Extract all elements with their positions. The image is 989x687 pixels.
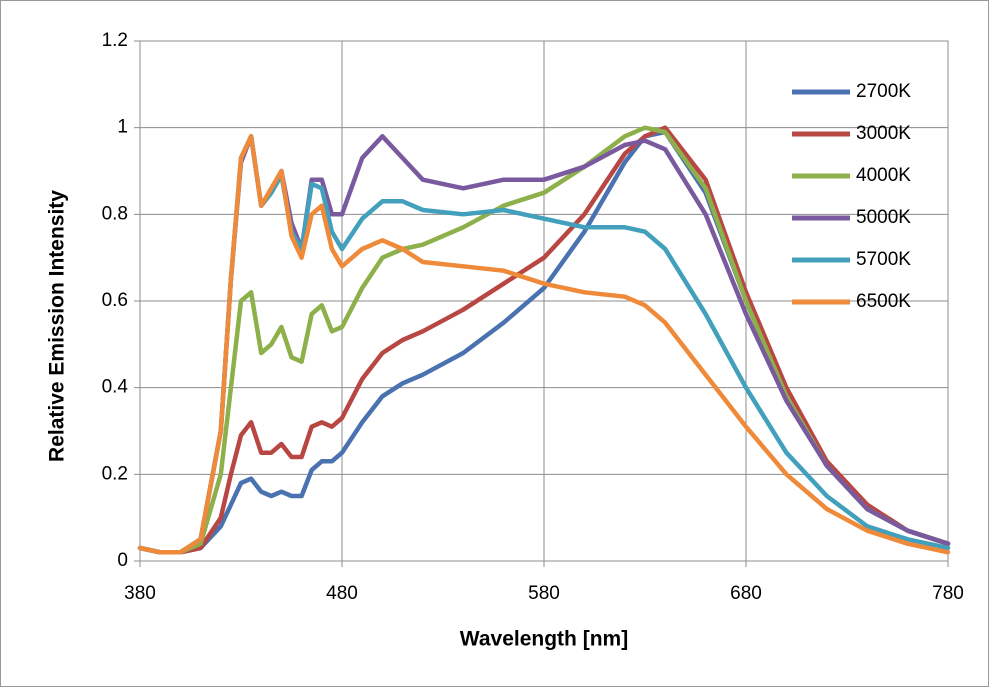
x-tick-label: 680 (730, 583, 762, 604)
x-tick-label: 380 (124, 583, 156, 604)
y-tick-label: 0 (117, 550, 128, 571)
x-tick-label: 480 (326, 583, 358, 604)
legend-label: 2700K (856, 81, 911, 102)
series-line (137, 125, 951, 555)
legend-label: 5700K (856, 249, 911, 270)
y-tick-label: 1.2 (102, 30, 128, 51)
legend-label: 6500K (856, 291, 911, 312)
y-tick-label: 0.8 (102, 203, 128, 224)
x-axis-title: Wavelength [nm] (460, 628, 628, 651)
legend-label: 3000K (856, 123, 911, 144)
x-tick-label: 780 (932, 583, 964, 604)
y-tick-label: 1 (117, 117, 128, 138)
y-tick-label: 0.6 (102, 290, 128, 311)
legend-label: 4000K (856, 165, 911, 186)
legend-label: 5000K (856, 207, 911, 228)
y-tick-label: 0.2 (102, 463, 128, 484)
series-line (137, 125, 951, 555)
y-axis-title: Relative Emission Intensity (46, 190, 69, 462)
y-tick-label: 0.4 (102, 377, 129, 398)
series-line (137, 134, 951, 555)
x-tick-label: 580 (528, 583, 560, 604)
